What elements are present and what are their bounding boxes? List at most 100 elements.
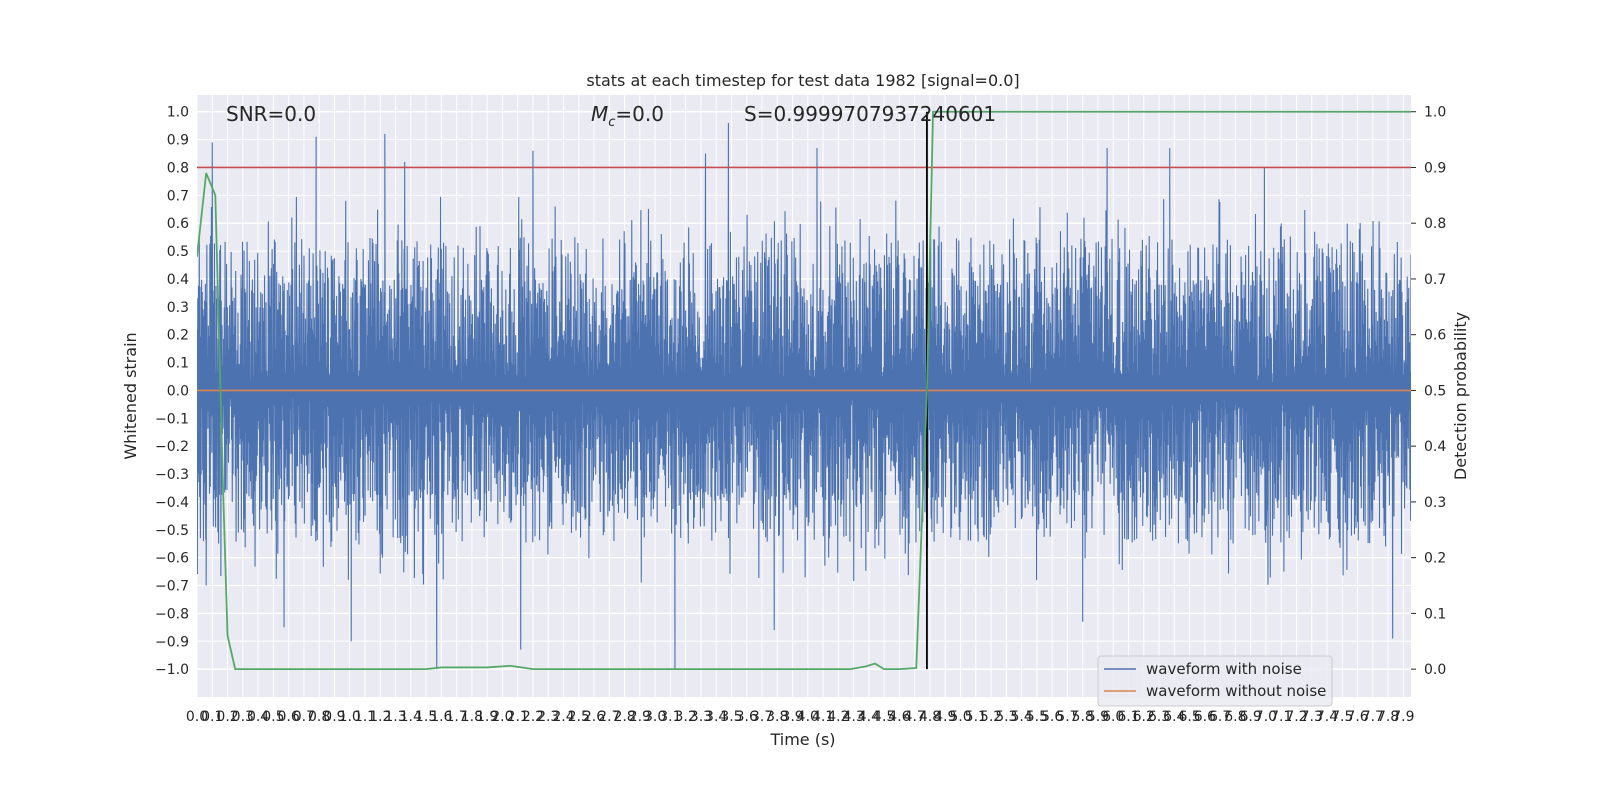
mc-annotation: Mc=0.0 (591, 102, 664, 130)
mc-value: =0.0 (615, 102, 664, 126)
x-tick-label: 0.7 (293, 709, 315, 725)
left-y-tick-label: 1.0 (167, 105, 189, 121)
right-y-tick-label: 0.3 (1424, 495, 1446, 511)
left-y-tick-label: −0.4 (155, 495, 189, 511)
right-y-tick-label: 0.8 (1424, 216, 1446, 232)
legend-box (1097, 655, 1333, 707)
left-y-tick-label: 0.8 (167, 160, 189, 176)
left-y-tick-label: −0.9 (155, 634, 189, 650)
x-tick-label: 7.3 (1301, 709, 1323, 725)
x-tick-label: 6.1 (1117, 709, 1139, 725)
x-tick-label: 1.9 (476, 709, 498, 725)
x-tick-label: 0.1 (201, 709, 223, 725)
legend: waveform with noise waveform without noi… (1097, 655, 1333, 707)
x-tick-label: 3.4 (705, 709, 727, 725)
x-tick-label: 1.3 (384, 709, 406, 725)
x-tick-label: 7.1 (1270, 709, 1292, 725)
x-tick-label: 6.5 (1178, 709, 1200, 725)
left-y-tick-label: 0.6 (167, 216, 189, 232)
x-tick-label: 4.8 (919, 709, 941, 725)
x-tick-label: 6.2 (1133, 709, 1155, 725)
x-tick-label: 4.1 (812, 709, 834, 725)
right-y-tick-label: 0.0 (1424, 662, 1446, 678)
mc-subscript: c (608, 115, 615, 130)
left-y-tick-label: 0.4 (167, 272, 189, 288)
x-tick-label: 6.9 (1240, 709, 1262, 725)
x-tick-label: 3.7 (751, 709, 773, 725)
right-y-axis-label: Detection probability (1451, 312, 1470, 480)
x-tick-label: 3.0 (644, 709, 666, 725)
x-tick-label: 5.3 (995, 709, 1017, 725)
x-tick-label: 2.1 (507, 709, 529, 725)
x-axis-label: Time (s) (769, 730, 835, 749)
x-tick-label: 3.3 (690, 709, 712, 725)
x-tick-label: 6.7 (1209, 709, 1231, 725)
x-tick-label: 1.1 (354, 709, 376, 725)
x-tick-label: 0.2 (216, 709, 238, 725)
left-y-tick-label: −0.5 (155, 523, 189, 539)
right-y-tick-label: 0.6 (1424, 328, 1446, 344)
right-y-tick-label: 1.0 (1424, 105, 1446, 121)
x-tick-label: 7.5 (1331, 709, 1353, 725)
left-y-tick-label: −1.0 (155, 662, 189, 678)
left-y-tick-label: −0.1 (155, 411, 189, 427)
x-tick-label: 3.8 (766, 709, 788, 725)
mc-symbol: M (591, 102, 608, 126)
left-y-tick-label: −0.2 (155, 439, 189, 455)
x-tick-label: 0.6 (277, 709, 299, 725)
x-tick-label: 6.0 (1102, 709, 1124, 725)
right-y-axis-ticks: 0.0 0.1 0.2 0.3 0.4 0.5 0.6 0.7 0.8 0.9 1.0 (1411, 105, 1446, 678)
x-tick-label: 0.9 (323, 709, 345, 725)
left-y-tick-label: 0.5 (167, 244, 189, 260)
left-y-tick-label: 0.0 (167, 383, 189, 399)
left-y-tick-label: 0.1 (167, 356, 189, 372)
x-tick-label: 2.8 (613, 709, 635, 725)
right-y-tick-label: 0.4 (1424, 439, 1446, 455)
plot-area (197, 110, 1411, 671)
x-tick-label: 3.9 (781, 709, 803, 725)
x-tick-label: 6.8 (1224, 709, 1246, 725)
x-tick-label: 5.4 (1010, 709, 1032, 725)
snr-annotation: SNR=0.0 (226, 102, 316, 126)
left-y-tick-label: −0.8 (155, 606, 189, 622)
x-tick-label: 4.4 (858, 709, 880, 725)
left-y-tick-label: 0.7 (167, 188, 189, 204)
right-y-tick-label: 0.2 (1424, 551, 1446, 567)
x-tick-label: 4.6 (888, 709, 910, 725)
x-tick-label: 7.0 (1255, 709, 1277, 725)
x-tick-label: 2.9 (629, 709, 651, 725)
legend-label-clean: waveform without noise (1146, 682, 1326, 700)
left-y-axis-ticks: −1.0 −0.9 −0.8 −0.7 −0.6 −0.5 −0.4 −0.3 −0.2 −0.1… (155, 105, 189, 678)
x-tick-label: 4.5 (873, 709, 895, 725)
legend-label-noise: waveform with noise (1146, 660, 1302, 678)
x-tick-label: 1.2 (369, 709, 391, 725)
x-tick-label: 1.0 (339, 709, 361, 725)
x-tick-label: 1.4 (400, 709, 422, 725)
x-tick-label: 4.7 (904, 709, 926, 725)
x-tick-label: 7.7 (1362, 709, 1384, 725)
left-y-axis-label: Whitened strain (121, 332, 140, 459)
x-tick-label: 5.5 (1026, 709, 1048, 725)
x-tick-label: 0.5 (262, 709, 284, 725)
right-y-tick-label: 0.1 (1424, 606, 1446, 622)
left-y-tick-label: −0.6 (155, 551, 189, 567)
left-y-tick-label: −0.3 (155, 467, 189, 483)
x-tick-label: 4.2 (827, 709, 849, 725)
right-y-tick-label: 0.9 (1424, 160, 1446, 176)
series-detection-probability (197, 110, 1411, 671)
x-tick-label: 1.7 (445, 709, 467, 725)
x-tick-label: 5.2 (980, 709, 1002, 725)
x-tick-label: 4.9 (934, 709, 956, 725)
x-tick-label: 6.4 (1163, 709, 1185, 725)
x-tick-label: 2.7 (598, 709, 620, 725)
s-annotation: S=0.9999707937240601 (744, 102, 996, 126)
x-tick-label: 5.7 (1056, 709, 1078, 725)
x-tick-label: 3.5 (720, 709, 742, 725)
right-y-tick-label: 0.5 (1424, 383, 1446, 399)
x-tick-label: 2.2 (522, 709, 544, 725)
x-tick-label: 2.6 (583, 709, 605, 725)
x-tick-label: 0.4 (247, 709, 269, 725)
series-waveform-with-noise (197, 122, 1411, 670)
x-tick-label: 4.0 (797, 709, 819, 725)
